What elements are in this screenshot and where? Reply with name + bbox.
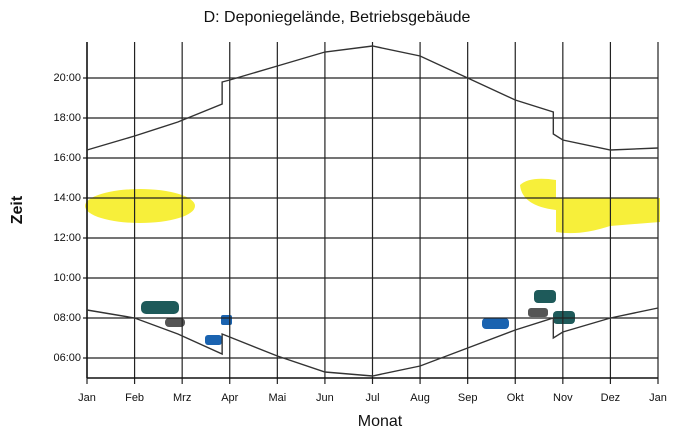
shadow-area — [221, 315, 232, 325]
x-tick-label: Jan — [78, 392, 96, 404]
x-tick-label: Jan — [649, 392, 667, 404]
x-tick-label: Jun — [316, 392, 334, 404]
y-tick-label: 10:00 — [53, 272, 81, 284]
x-tick-label: Mai — [268, 392, 286, 404]
y-tick-label: 16:00 — [53, 152, 81, 164]
y-tick-label: 18:00 — [53, 112, 81, 124]
chart-title: D: Deponiegelände, Betriebsgebäude — [204, 9, 471, 26]
y-tick-label: 14:00 — [53, 192, 81, 204]
x-tick-label: Okt — [507, 392, 524, 404]
shadow-area — [85, 189, 195, 223]
shadow-area — [534, 290, 556, 303]
y-tick-label: 06:00 — [53, 352, 81, 364]
y-axis-label: Zeit — [9, 195, 26, 224]
shadow-area — [141, 301, 179, 314]
line — [86, 307, 659, 377]
shadow-area — [165, 318, 185, 327]
x-tick-label: Sep — [458, 392, 478, 404]
x-tick-label: Feb — [125, 392, 144, 404]
y-tick-label: 20:00 — [53, 72, 81, 84]
x-tick-label: Nov — [553, 392, 573, 404]
shadow-area — [205, 335, 222, 345]
x-axis-label: Monat — [358, 413, 403, 430]
x-tick-label: Apr — [221, 392, 238, 404]
shadow-area — [528, 308, 548, 317]
x-tick-label: Aug — [410, 392, 430, 404]
x-tick-label: Mrz — [173, 392, 191, 404]
y-tick-label: 08:00 — [53, 312, 81, 324]
x-tick-label: Jul — [365, 392, 379, 404]
x-tick-label: Dez — [601, 392, 621, 404]
shadow-area — [520, 178, 660, 234]
shadow-area — [482, 318, 509, 329]
y-tick-label: 12:00 — [53, 232, 81, 244]
line — [86, 45, 659, 151]
